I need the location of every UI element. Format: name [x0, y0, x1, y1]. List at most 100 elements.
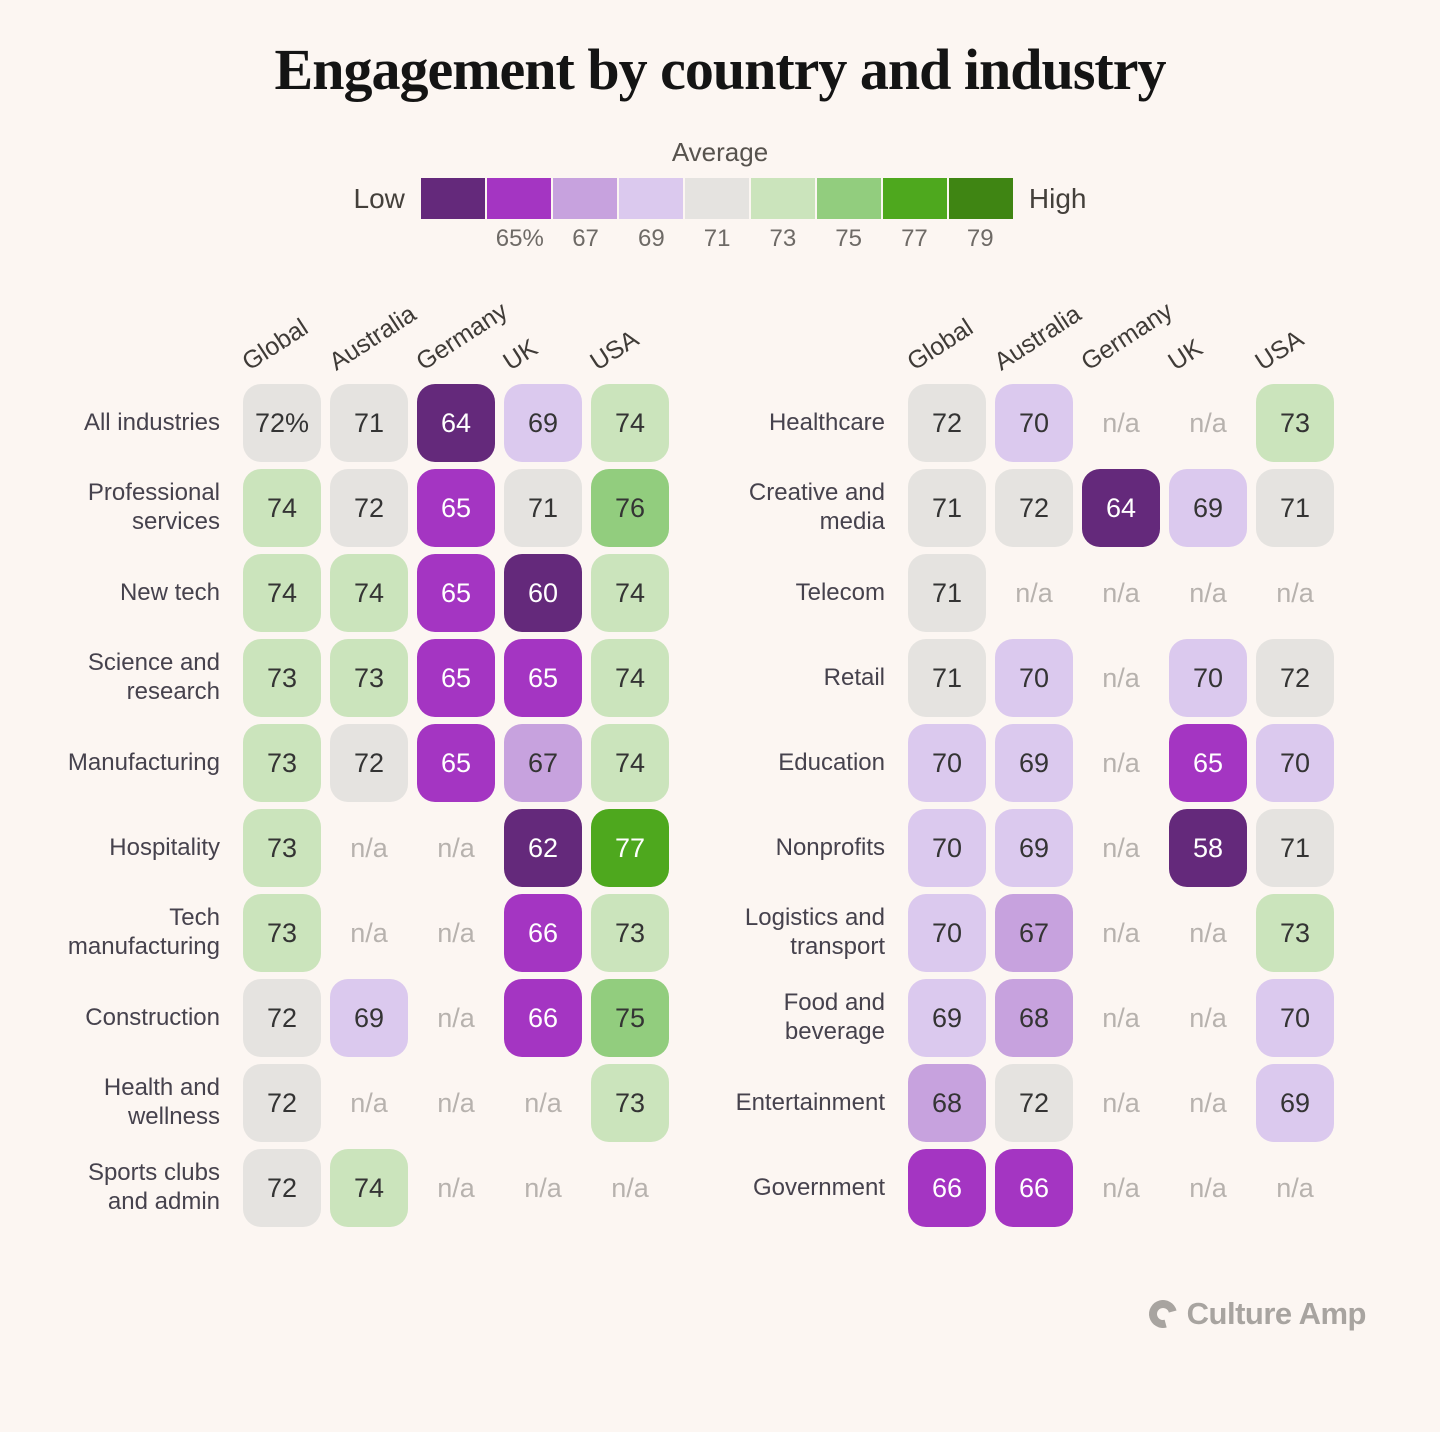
heatmap-cell: 77 [591, 809, 669, 887]
column-header-label: USA [1250, 324, 1309, 377]
heatmap-cell: 70 [1256, 979, 1334, 1057]
heatmap-cell: 69 [908, 979, 986, 1057]
heatmap-cell: 65 [417, 724, 495, 802]
heatmap-cell: 65 [417, 554, 495, 632]
heatmap-cell: 69 [504, 384, 582, 462]
heatmap-cell: 69 [995, 724, 1073, 802]
heatmap-cell: 72 [330, 469, 408, 547]
heatmap-cell: n/a [1102, 832, 1140, 863]
legend-swatch-6 [816, 178, 881, 219]
column-header-label: USA [585, 324, 644, 377]
legend-tick: 71 [703, 225, 731, 252]
column-header-usa: USA [585, 281, 669, 377]
heatmap-cell: 73 [591, 894, 669, 972]
heatmap-cell: 74 [591, 724, 669, 802]
row-label: Government [752, 1173, 885, 1201]
heatmap-cell: 71 [1256, 469, 1334, 547]
heatmap-cell: n/a [1102, 1002, 1140, 1033]
heatmap-cell: 69 [330, 979, 408, 1057]
legend-tick: 77 [901, 225, 928, 252]
heatmap-cell: n/a [524, 1087, 562, 1118]
heatmap-cell: 72 [243, 1064, 321, 1142]
heatmap-cell: n/a [1189, 917, 1227, 948]
heatmap-cell: 64 [1082, 469, 1160, 547]
legend-swatch-7 [882, 178, 947, 219]
heatmap-cell: 66 [504, 979, 582, 1057]
legend-tick: 79 [966, 225, 994, 252]
row-label: Health and wellness [103, 1074, 220, 1130]
heatmap-cell: n/a [1276, 577, 1314, 608]
column-header-germany: Germany [411, 281, 512, 377]
legend-swatch-2 [552, 178, 617, 219]
row-label: Construction [85, 1003, 220, 1031]
heatmap-cell: 74 [330, 554, 408, 632]
heatmap-cell: 66 [908, 1149, 986, 1227]
heatmap-cell: n/a [1102, 662, 1140, 693]
row-label: Retail [823, 663, 885, 691]
heatmap-cell: 76 [591, 469, 669, 547]
row-label: New tech [119, 578, 220, 606]
heatmap-cell: n/a [350, 1087, 388, 1118]
heatmap-cell: 72 [243, 1149, 321, 1227]
row-label: Nonprofits [775, 833, 885, 861]
column-header-uk: UK [498, 281, 582, 377]
header-corner [52, 281, 234, 377]
heatmap-cell: 60 [504, 554, 582, 632]
heatmap-cell: 69 [995, 809, 1073, 887]
heatmap-cell: 73 [243, 639, 321, 717]
heatmap-cell: 68 [995, 979, 1073, 1057]
row-label: Entertainment [735, 1088, 885, 1116]
heatmap-cell: 67 [995, 894, 1073, 972]
heatmap-cell: 65 [417, 469, 495, 547]
heatmap-cell: 73 [1256, 384, 1334, 462]
column-header-global: Global [902, 281, 986, 377]
heatmap-cell: 69 [1169, 469, 1247, 547]
heatmap-cell: n/a [1015, 577, 1053, 608]
heatmap-cell: 66 [504, 894, 582, 972]
heatmap-table-right: Global Australia Germany UK USA Healthcare 72 7… [727, 281, 1334, 1227]
legend-tick-labels: 65% 67 69 71 73 75 77 79 [454, 219, 1046, 253]
heatmap-cell: n/a [437, 1172, 475, 1203]
heatmap-tables: Global Australia Germany UK USA All industrie… [0, 281, 1440, 1227]
heatmap-cell: 66 [995, 1149, 1073, 1227]
heatmap-cell: n/a [1102, 1172, 1140, 1203]
heatmap-cell: n/a [1189, 1087, 1227, 1118]
row-label: Creative and media [748, 479, 885, 535]
column-header-uk: UK [1163, 281, 1247, 377]
row-label: Hospitality [109, 833, 220, 861]
heatmap-table-left: Global Australia Germany UK USA All industrie… [52, 281, 669, 1227]
legend-swatch-8 [948, 178, 1013, 219]
heatmap-cell: 74 [243, 554, 321, 632]
heatmap-cell: n/a [1102, 577, 1140, 608]
column-header-label: UK [498, 333, 543, 377]
legend-tick: 75 [835, 225, 863, 252]
heatmap-cell: 65 [504, 639, 582, 717]
column-header-germany: Germany [1076, 281, 1177, 377]
row-label: All industries [83, 408, 220, 436]
heatmap-cell: 71 [330, 384, 408, 462]
heatmap-cell: 70 [1169, 639, 1247, 717]
row-label: Logistics and transport [744, 904, 885, 960]
heatmap-cell: 72 [330, 724, 408, 802]
heatmap-cell: 72% [243, 384, 321, 462]
heatmap-cell: 72 [908, 384, 986, 462]
heatmap-cell: n/a [350, 832, 388, 863]
heatmap-cell: n/a [437, 1002, 475, 1033]
heatmap-cell: 74 [591, 384, 669, 462]
heatmap-cell: 64 [417, 384, 495, 462]
legend-high-label: High [1028, 182, 1087, 214]
heatmap-cell: 74 [330, 1149, 408, 1227]
legend-color-bar [420, 178, 1013, 219]
heatmap-cell: 69 [1256, 1064, 1334, 1142]
row-label: Professional services [87, 479, 220, 535]
heatmap-cell: n/a [524, 1172, 562, 1203]
row-label: Tech manufacturing [67, 904, 220, 960]
heatmap-cell: 71 [908, 554, 986, 632]
header-corner [727, 281, 899, 377]
heatmap-cell: 70 [995, 384, 1073, 462]
row-label: Manufacturing [67, 748, 220, 776]
heatmap-cell: 70 [908, 809, 986, 887]
legend-title: Average [671, 137, 769, 167]
heatmap-cell: 65 [417, 639, 495, 717]
heatmap-cell: n/a [437, 1087, 475, 1118]
